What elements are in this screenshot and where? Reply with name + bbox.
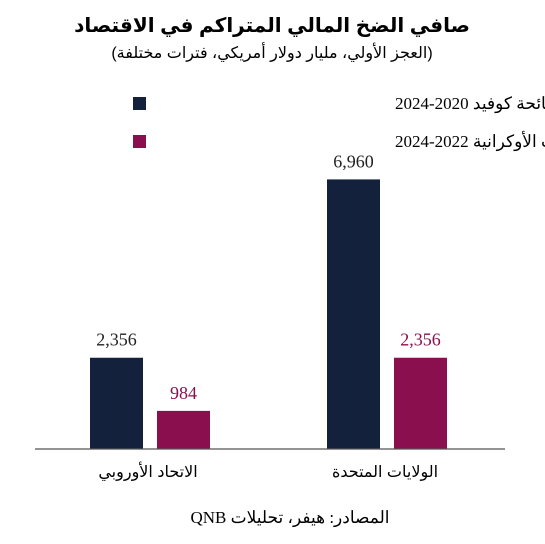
- bars-group: [90, 179, 447, 449]
- value-labels-group: 2,356 984 6,960 2,356: [96, 151, 441, 402]
- bar-eu-ukraine: [157, 410, 210, 449]
- chart-subtitle: (العجز الأولي، مليار دولار أمريكي، فترات…: [111, 42, 432, 63]
- value-label-us-covid: 6,960: [333, 151, 374, 171]
- value-label-eu-ukraine: 984: [170, 383, 197, 403]
- legend: بعد جائحة كوفيد 2020-2024 بعد الحرب الأو…: [133, 94, 545, 152]
- chart-title: صافي الضخ المالي المتراكم في الاقتصاد: [74, 15, 470, 38]
- category-label-us: الولايات المتحدة: [332, 464, 438, 482]
- legend-label-covid: بعد جائحة كوفيد 2020-2024: [395, 94, 545, 114]
- value-label-us-ukraine: 2,356: [400, 330, 441, 350]
- legend-label-ukraine: بعد الحرب الأوكرانية 2022-2024: [395, 131, 545, 152]
- legend-swatch-ukraine: [133, 135, 146, 148]
- bar-us-covid: [327, 179, 380, 449]
- legend-swatch-covid: [133, 97, 146, 110]
- bar-eu-covid: [90, 357, 143, 449]
- value-label-eu-covid: 2,356: [96, 330, 137, 350]
- bar-us-ukraine: [394, 357, 447, 449]
- category-label-eu: الاتحاد الأوروبي: [98, 461, 197, 482]
- source-note: المصادر: هيفر، تحليلات QNB: [191, 508, 390, 528]
